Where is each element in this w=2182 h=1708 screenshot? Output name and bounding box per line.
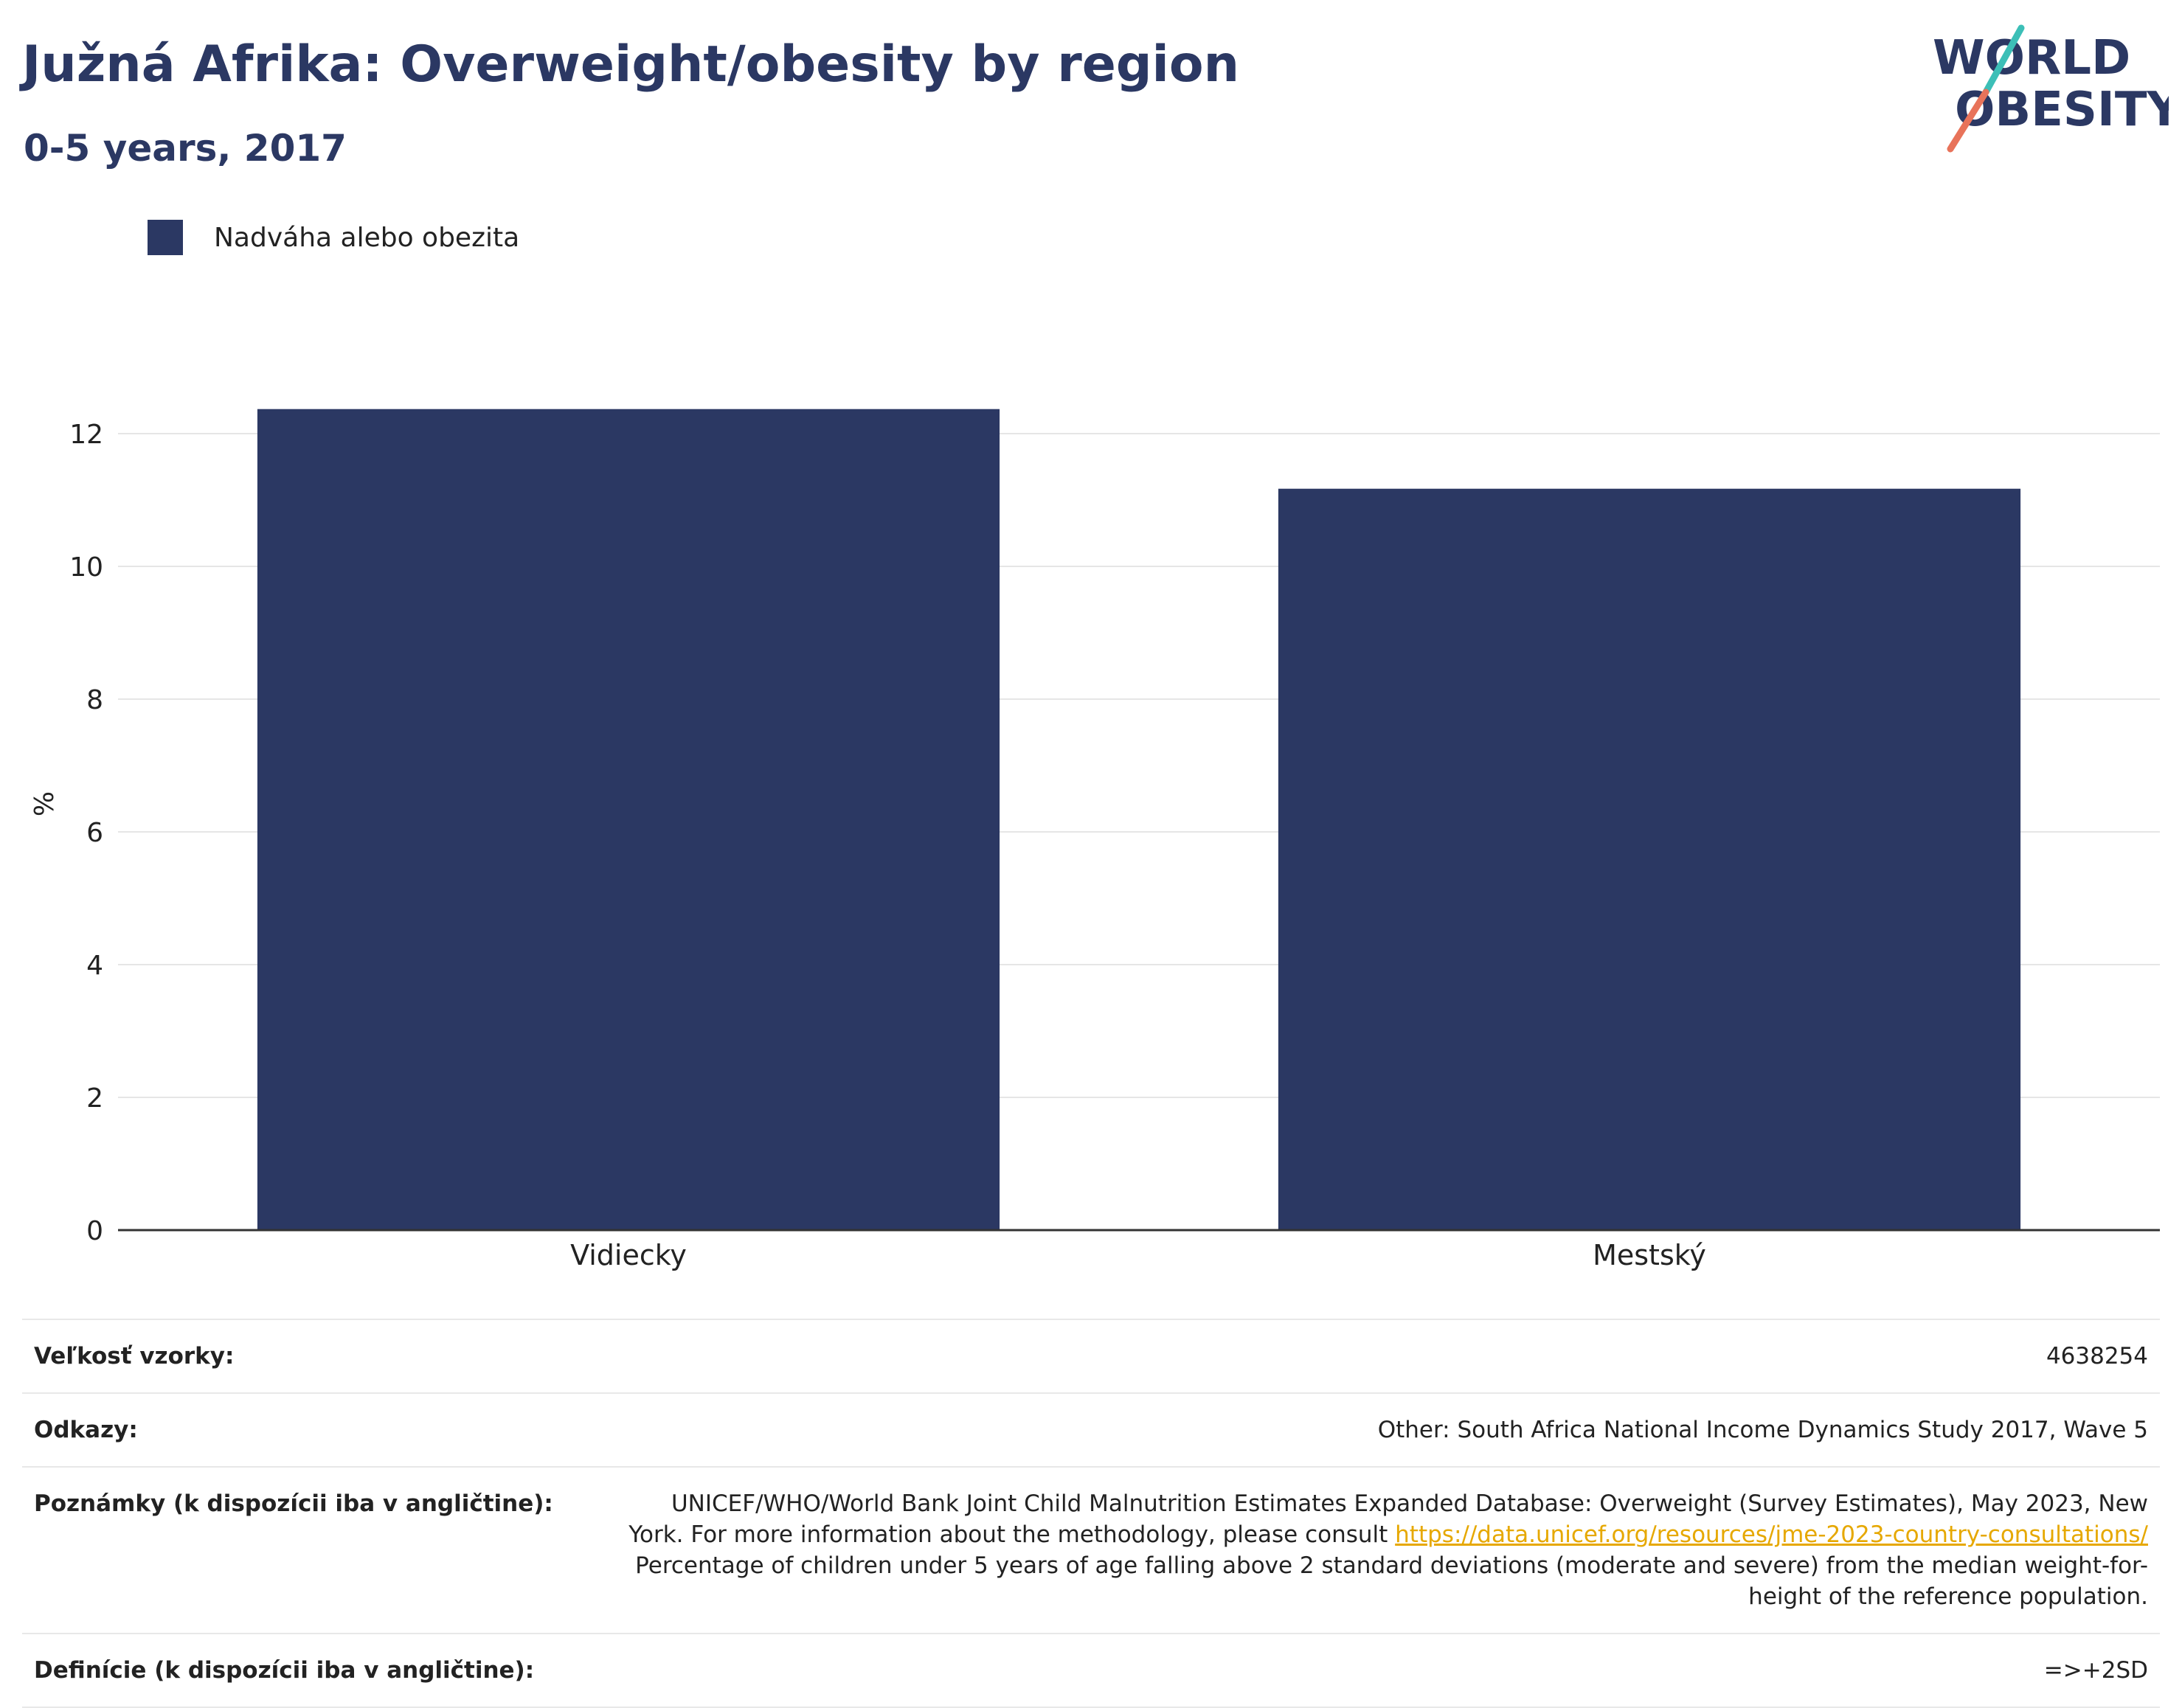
chart-legend: Nadváha alebo obezita — [148, 220, 519, 255]
info-row-notes: Poznámky (k dispozícii iba v angličtine)… — [22, 1466, 2160, 1633]
chart-subtitle: 0-5 years, 2017 — [24, 127, 347, 170]
bar-chart: 0 2 4 6 8 10 12 Vidiecky Mestský % — [30, 409, 2160, 1271]
logo-slash-coral — [1947, 88, 1989, 153]
references-label: Odkazy: — [34, 1417, 138, 1443]
sample-size-value: 4638254 — [2046, 1343, 2148, 1369]
notes-value: UNICEF/WHO/World Bank Joint Child Malnut… — [614, 1488, 2148, 1612]
y-tick-label: 2 — [86, 1083, 103, 1114]
bar-1 — [257, 409, 1000, 1231]
x-category-label: Vidiecky — [570, 1239, 687, 1271]
y-axis-label: % — [30, 791, 60, 816]
references-value: Other: South Africa National Income Dyna… — [1377, 1417, 2148, 1443]
info-row-sample: Veľkosť vzorky: 4638254 — [22, 1319, 2160, 1392]
definitions-value: =>+2SD — [2043, 1657, 2148, 1684]
bar-2 — [1278, 488, 2021, 1230]
x-category-labels: Vidiecky Mestský — [570, 1239, 1706, 1271]
definitions-label: Definície (k dispozícii iba v angličtine… — [34, 1657, 535, 1684]
y-tick-label: 10 — [69, 552, 103, 583]
notes-text-2: Percentage of children under 5 years of … — [635, 1552, 2148, 1610]
y-tick-label: 8 — [86, 685, 103, 715]
info-row-definitions: Definície (k dispozícii iba v angličtine… — [22, 1633, 2160, 1708]
logo-slash-teal — [1982, 24, 2025, 96]
notes-text-1: UNICEF/WHO/World Bank Joint Child Malnut… — [628, 1490, 2148, 1548]
chart-title: Južná Afrika: Overweight/obesity by regi… — [22, 35, 1239, 94]
y-tick-label: 12 — [69, 420, 103, 450]
notes-label: Poznámky (k dispozícii iba v angličtine)… — [34, 1490, 553, 1517]
sample-size-label: Veľkosť vzorky: — [34, 1343, 235, 1369]
y-tick-labels: 0 2 4 6 8 10 12 — [69, 420, 103, 1246]
x-category-label: Mestský — [1593, 1239, 1706, 1271]
logo-line2: OBESITY — [1955, 83, 2169, 137]
y-tick-label: 6 — [86, 818, 103, 848]
legend-swatch — [148, 220, 183, 255]
legend-label: Nadváha alebo obezita — [214, 222, 520, 253]
world-obesity-logo: WORLD OBESITY — [1933, 24, 2169, 153]
info-row-references: Odkazy: Other: South Africa National Inc… — [22, 1392, 2160, 1466]
info-table: Veľkosť vzorky: 4638254 Odkazy: Other: S… — [22, 1319, 2160, 1708]
y-tick-label: 4 — [86, 951, 103, 981]
notes-link[interactable]: https://data.unicef.org/resources/jme-20… — [1395, 1521, 2148, 1548]
logo-line1: WORLD — [1933, 31, 2130, 86]
bars — [257, 409, 2021, 1231]
y-tick-label: 0 — [86, 1216, 103, 1246]
